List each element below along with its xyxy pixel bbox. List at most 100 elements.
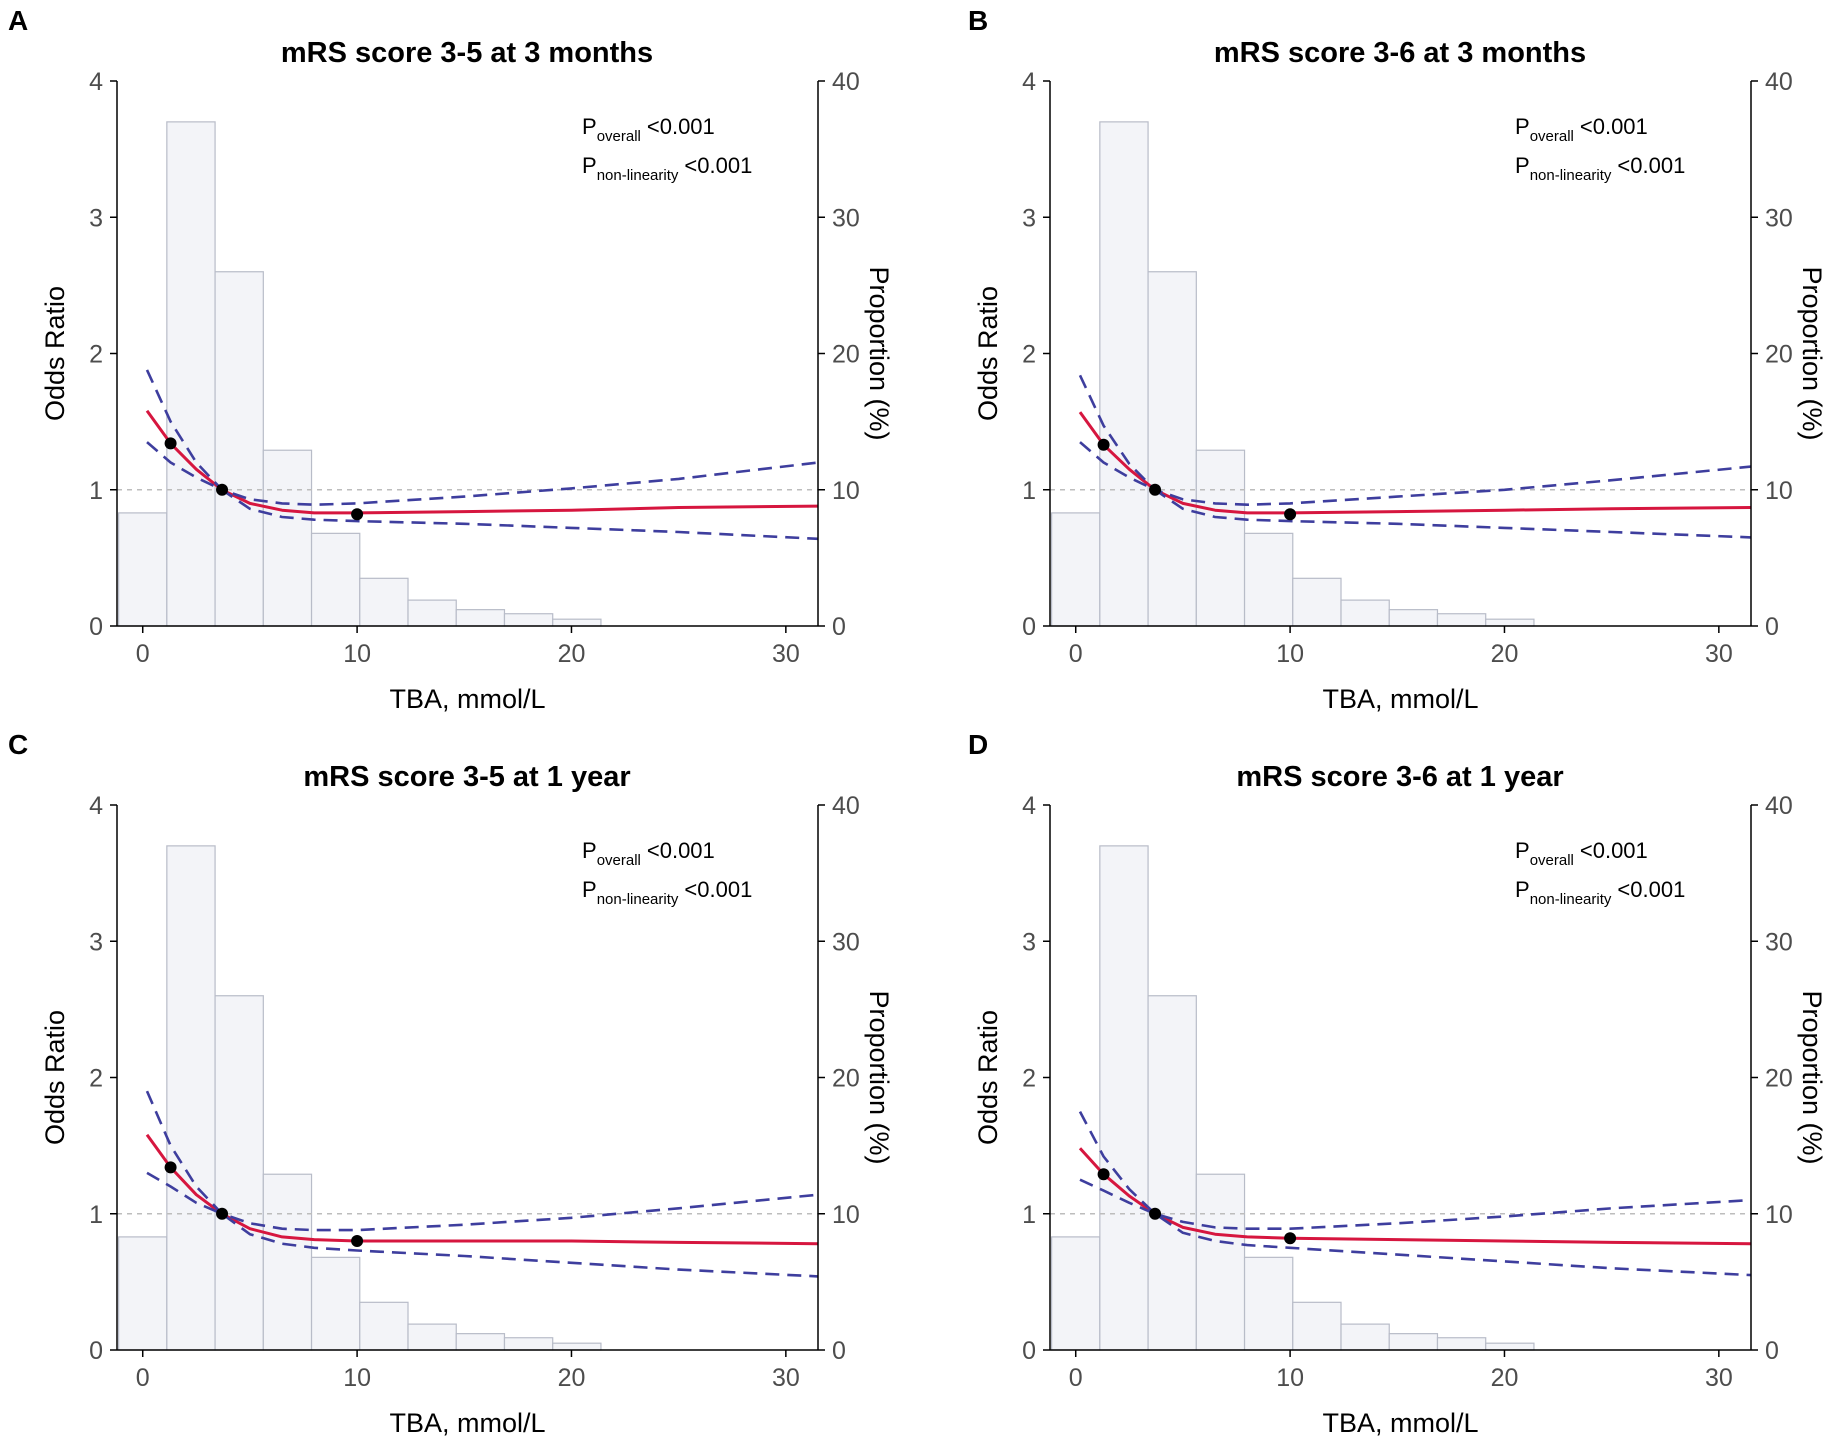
p-symbol: P (582, 877, 597, 902)
data-point (1149, 483, 1162, 496)
x-tick-label: 20 (1491, 640, 1519, 668)
data-point (164, 1161, 177, 1174)
x-tick-label: 20 (1491, 1364, 1519, 1392)
x-axis-label: TBA, mmol/L (389, 1408, 545, 1438)
x-tick-label: 10 (1276, 1364, 1304, 1392)
p-symbol: P (1515, 114, 1530, 139)
y2-tick-label: 30 (1765, 928, 1793, 956)
p-symbol: P (582, 153, 597, 178)
y-tick-label: 0 (1022, 613, 1036, 641)
x-tick-label: 30 (772, 1364, 800, 1392)
p-subscript: non-linearity (1530, 891, 1612, 908)
p-subscript: non-linearity (1530, 167, 1612, 184)
p-value: <0.001 (1617, 877, 1685, 902)
data-point (216, 483, 229, 496)
histogram-bar (166, 121, 216, 627)
chart-title: mRS score 3-5 at 3 months (281, 37, 653, 69)
y-tick-label: 2 (89, 1065, 103, 1093)
chart-title: mRS score 3-5 at 1 year (303, 761, 630, 793)
p-value: <0.001 (684, 153, 752, 178)
y-axis-label: Odds Ratio (40, 286, 70, 421)
y2-tick-label: 40 (832, 68, 860, 96)
y2-tick-label: 20 (832, 1065, 860, 1093)
y2-tick-label: 20 (832, 341, 860, 369)
x-tick-label: 10 (343, 1364, 371, 1392)
x-tick-label: 0 (136, 1364, 150, 1392)
y-tick-label: 1 (1022, 1201, 1036, 1229)
p-subscript: non-linearity (597, 891, 679, 908)
histogram-bar (359, 577, 409, 627)
histogram-bar (1485, 618, 1535, 627)
y2-tick-label: 30 (832, 928, 860, 956)
lower-ci-line (1079, 441, 1752, 539)
histogram-bar (455, 1333, 506, 1351)
upper-ci-line (145, 1090, 819, 1232)
data-point (1284, 508, 1297, 521)
histogram-bar (407, 599, 457, 627)
histogram-bar (1243, 532, 1294, 627)
y2-tick-label: 40 (832, 792, 860, 820)
histogram-bar (1388, 609, 1439, 627)
y2-tick-label: 10 (832, 477, 860, 505)
y2-tick-label: 40 (1765, 792, 1793, 820)
p-value: <0.001 (1617, 153, 1685, 178)
y2-tick-label: 10 (832, 1201, 860, 1229)
p-overall-annotation: Poverall <0.001 (582, 838, 715, 869)
lower-ci-line (146, 1171, 819, 1278)
histogram-bar (1485, 1342, 1535, 1351)
p-subscript: overall (597, 852, 641, 869)
upper-ci-line (1078, 1110, 1752, 1230)
histogram-bar (552, 1342, 602, 1351)
y2-tick-label: 0 (1765, 613, 1779, 641)
p-nonlinearity-annotation: Pnon-linearity <0.001 (1515, 153, 1685, 184)
p-overall-annotation: Poverall <0.001 (1515, 114, 1648, 145)
histogram-bar (503, 613, 554, 627)
data-point (1097, 438, 1110, 451)
histogram-bar (1195, 1173, 1246, 1351)
x-axis-label: TBA, mmol/L (1322, 684, 1478, 714)
histogram-bar (1292, 1301, 1342, 1351)
y-tick-label: 1 (89, 1201, 103, 1229)
y-tick-label: 4 (89, 68, 103, 96)
x-tick-label: 30 (772, 640, 800, 668)
y2-axis-label: Proportion (%) (1797, 990, 1827, 1164)
histogram-bar (1099, 121, 1149, 627)
p-symbol: P (1515, 153, 1530, 178)
p-symbol: P (1515, 877, 1530, 902)
p-nonlinearity-annotation: Pnon-linearity <0.001 (582, 877, 752, 908)
y-tick-label: 2 (1022, 341, 1036, 369)
y2-tick-label: 40 (1765, 68, 1793, 96)
histogram-bar (1051, 1236, 1101, 1351)
data-point (1284, 1232, 1297, 1245)
y2-tick-label: 30 (832, 204, 860, 232)
histogram-bar (455, 609, 506, 627)
y2-tick-label: 0 (832, 1337, 846, 1365)
x-tick-label: 10 (343, 640, 371, 668)
x-axis-label: TBA, mmol/L (1322, 1408, 1478, 1438)
histogram-bar (214, 271, 264, 627)
histogram-bar (407, 1323, 457, 1351)
histogram-bar (262, 1173, 313, 1351)
y-tick-label: 0 (89, 613, 103, 641)
y-tick-label: 0 (89, 1337, 103, 1365)
p-value: <0.001 (1580, 838, 1648, 863)
histogram-bar (1147, 995, 1197, 1351)
histogram-bar (1147, 271, 1197, 627)
y2-tick-label: 30 (1765, 204, 1793, 232)
histogram-bar (118, 1236, 168, 1351)
p-symbol: P (582, 838, 597, 863)
panel-letter: C (8, 729, 28, 760)
y-tick-label: 3 (1022, 928, 1036, 956)
y2-axis-label: Proportion (%) (864, 990, 894, 1164)
histogram-bar (1292, 577, 1342, 627)
histogram-bar (1243, 1256, 1294, 1351)
histogram-bar (310, 532, 361, 627)
p-symbol: P (1515, 838, 1530, 863)
chart-title: mRS score 3-6 at 1 year (1236, 761, 1563, 793)
odds-ratio-line (1078, 411, 1752, 515)
